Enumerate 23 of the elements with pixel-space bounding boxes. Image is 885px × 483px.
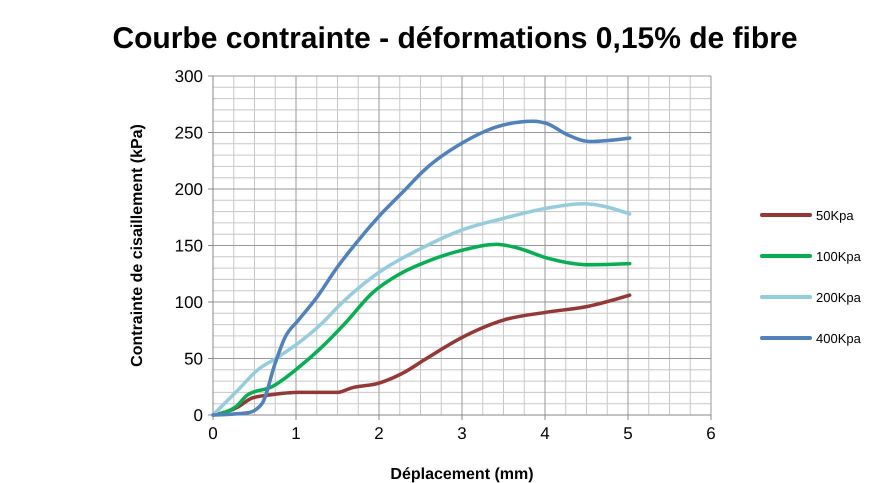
y-tick-label: 150	[174, 236, 203, 256]
line-series	[211, 202, 632, 417]
line-series	[211, 119, 632, 417]
y-tick-label: 0	[194, 406, 203, 425]
legend-label: 200Kpa	[816, 290, 862, 305]
x-axis-title: Déplacement (mm)	[390, 466, 534, 483]
legend-label: 100Kpa	[816, 249, 862, 264]
x-tick-label: 2	[374, 424, 384, 443]
x-tick-label: 0	[208, 424, 218, 443]
x-tick-label: 3	[457, 424, 467, 443]
chart-title: Courbe contrainte - déformations 0,15% de fibre	[112, 22, 798, 55]
y-tick-label: 300	[174, 67, 203, 86]
legend-label: 400Kpa	[816, 331, 862, 346]
x-tick-label: 4	[540, 424, 550, 443]
y-tick-label: 250	[174, 124, 203, 142]
x-tick-label: 6	[706, 424, 716, 443]
x-tick-label: 5	[623, 424, 633, 443]
x-tick-label: 1	[291, 424, 301, 443]
y-axis-title: Contrainte de cisaillement (kPa)	[129, 124, 146, 367]
legend-label: 50Kpa	[816, 208, 854, 223]
y-tick-label: 100	[174, 293, 203, 312]
y-tick-label: 50	[184, 350, 203, 368]
y-tick-label: 200	[174, 180, 203, 199]
